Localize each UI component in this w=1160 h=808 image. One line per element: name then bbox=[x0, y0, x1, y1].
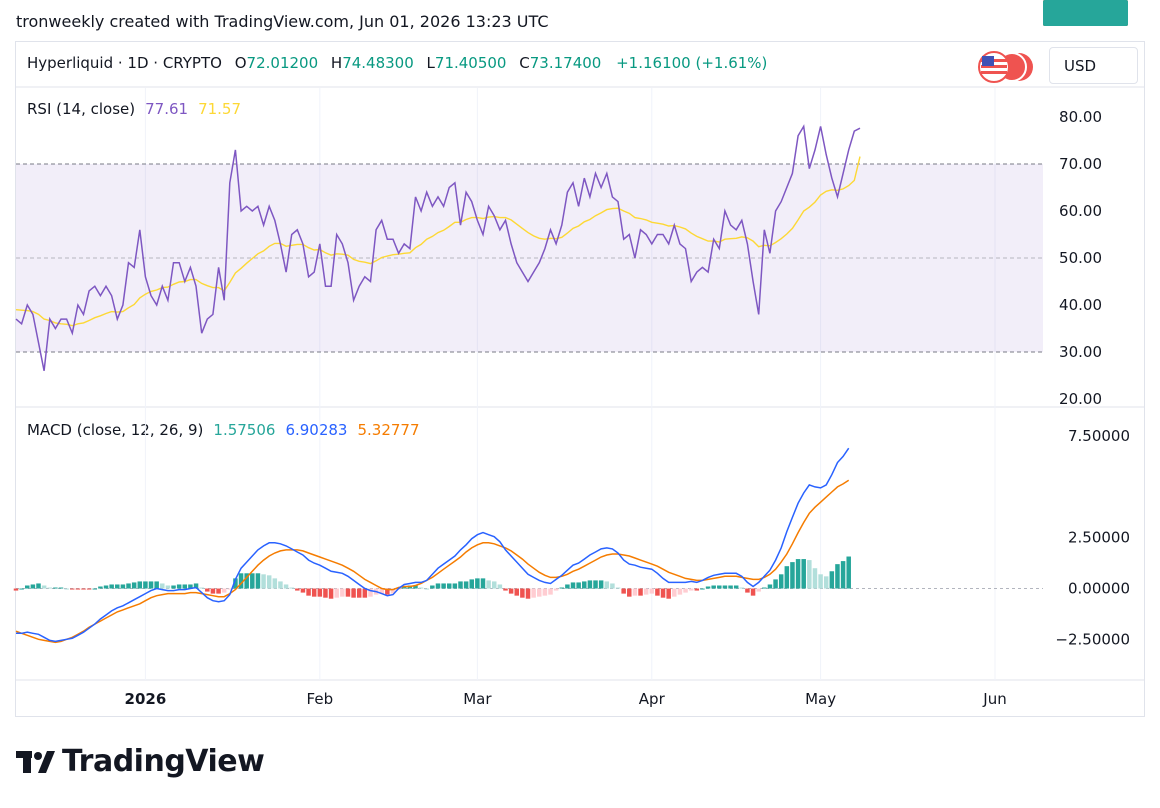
macd-hist-value: 1.57506 bbox=[213, 421, 276, 439]
rsi-ma-badge bbox=[1043, 0, 1109, 26]
open-key: O bbox=[234, 54, 247, 72]
us-flag-icon[interactable] bbox=[977, 50, 1037, 84]
rsi-legend: RSI (14, close) 77.61 71.57 bbox=[27, 100, 241, 118]
low-key: L bbox=[426, 54, 435, 72]
macd-badge-label: 6.90283 bbox=[1054, 0, 1116, 4]
high-key: H bbox=[330, 54, 343, 72]
histogram-badge-label: 1.57506 bbox=[1054, 0, 1116, 4]
histogram-badge bbox=[1043, 0, 1128, 26]
close-value: 73.17400 bbox=[529, 54, 602, 72]
macd-line-value: 6.90283 bbox=[285, 421, 348, 439]
logo-text: TradingView bbox=[62, 744, 265, 779]
rsi-ma-badge-label: 71.57 bbox=[1055, 0, 1098, 4]
chart-frame bbox=[15, 41, 1145, 717]
symbol-title: Hyperliquid · 1D · CRYPTO bbox=[27, 54, 222, 72]
high-value: 74.48300 bbox=[342, 54, 414, 72]
tradingview-logo: TradingView bbox=[16, 744, 265, 779]
rsi-value: 77.61 bbox=[145, 100, 189, 118]
low-value: 71.40500 bbox=[434, 54, 507, 72]
rsi-title: RSI (14, close) bbox=[27, 100, 136, 118]
macd-signal-value: 5.32777 bbox=[357, 421, 420, 439]
currency-label: USD bbox=[1064, 56, 1097, 75]
macd-legend: MACD (close, 12, 26, 9) 1.57506 6.90283 5.3… bbox=[27, 421, 420, 439]
signal-badge bbox=[1043, 0, 1128, 26]
macd-title: MACD (close, 12, 26, 9) bbox=[27, 421, 204, 439]
symbol-legend: Hyperliquid · 1D · CRYPTO O72.01200 H74.… bbox=[27, 54, 767, 72]
rsi-ma-value: 71.57 bbox=[198, 100, 242, 118]
tradingview-logo-icon bbox=[16, 750, 55, 773]
rsi-badge bbox=[1043, 0, 1109, 26]
chart-caption: tronweekly created with TradingView.com,… bbox=[16, 12, 549, 31]
signal-badge-label: 5.32777 bbox=[1054, 0, 1116, 4]
macd-badge bbox=[1043, 0, 1128, 26]
rsi-badge-label: 77.61 bbox=[1055, 0, 1098, 4]
close-key: C bbox=[519, 54, 530, 72]
currency-selector[interactable]: USD bbox=[1049, 47, 1138, 84]
open-value: 72.01200 bbox=[246, 54, 319, 72]
change-value: +1.16100 (+1.61%) bbox=[616, 54, 768, 72]
